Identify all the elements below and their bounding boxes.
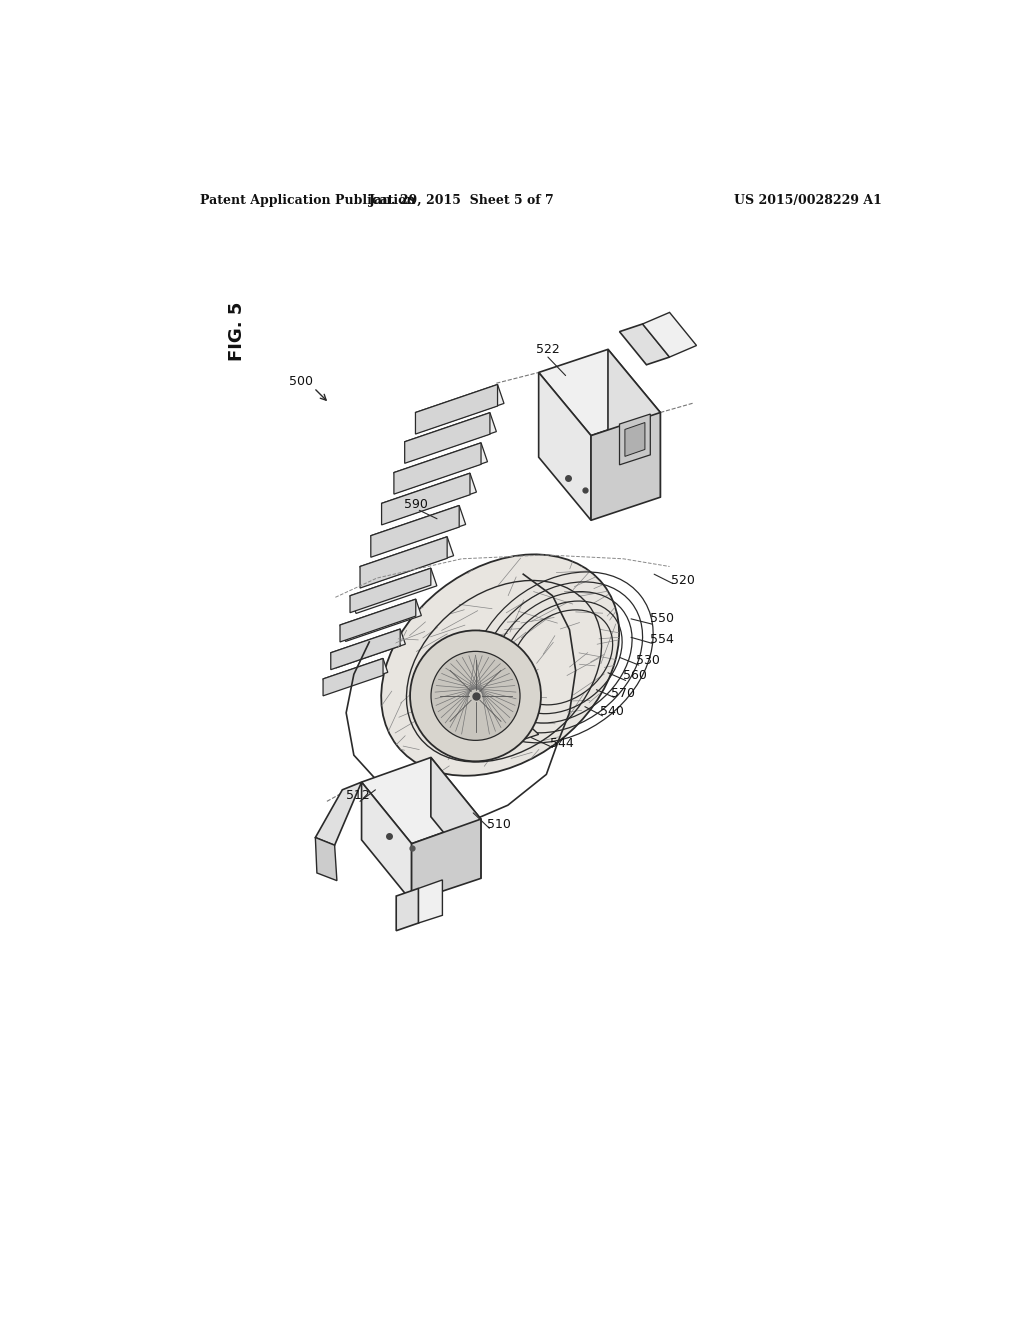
Polygon shape [620,323,670,364]
Polygon shape [360,537,454,586]
Polygon shape [416,384,498,434]
Text: Jan. 29, 2015  Sheet 5 of 7: Jan. 29, 2015 Sheet 5 of 7 [369,194,555,207]
Polygon shape [539,372,591,520]
Circle shape [431,651,520,741]
Text: 530: 530 [636,653,659,667]
Polygon shape [382,473,476,523]
Polygon shape [315,781,361,845]
Polygon shape [371,506,459,557]
Polygon shape [608,350,660,498]
Text: Patent Application Publication: Patent Application Publication [200,194,416,207]
Polygon shape [331,630,400,669]
Text: 544: 544 [550,737,573,750]
Polygon shape [416,384,504,432]
Polygon shape [323,659,383,696]
Polygon shape [361,758,481,843]
Polygon shape [591,412,660,520]
Polygon shape [350,568,437,614]
Polygon shape [404,413,489,463]
Polygon shape [371,506,466,554]
Text: 500: 500 [290,375,313,388]
Circle shape [410,631,541,762]
Polygon shape [625,422,645,457]
Polygon shape [394,442,481,494]
Polygon shape [394,442,487,491]
Polygon shape [404,413,497,461]
Polygon shape [340,599,416,642]
Polygon shape [431,758,481,878]
Text: 590: 590 [403,499,427,511]
Text: 512: 512 [346,789,370,803]
Polygon shape [350,568,431,612]
Text: 570: 570 [611,686,635,700]
Text: 510: 510 [486,818,511,832]
Ellipse shape [381,554,620,776]
Polygon shape [340,599,421,642]
Text: US 2015/0028229 A1: US 2015/0028229 A1 [734,194,882,207]
Text: 560: 560 [623,669,647,682]
Text: 554: 554 [650,634,674,647]
Polygon shape [419,880,442,923]
Polygon shape [360,537,447,589]
Text: 550: 550 [650,612,674,626]
Polygon shape [620,414,650,465]
Polygon shape [382,473,470,525]
Polygon shape [643,313,696,358]
Polygon shape [412,818,481,902]
Polygon shape [323,659,388,693]
Text: FIG. 5: FIG. 5 [227,302,246,362]
Polygon shape [412,681,539,758]
Polygon shape [396,888,419,931]
Text: 520: 520 [672,574,695,587]
Polygon shape [361,781,412,902]
Text: 540: 540 [600,705,624,718]
Polygon shape [331,630,406,668]
Text: 522: 522 [536,343,560,356]
Polygon shape [315,837,337,880]
Polygon shape [539,350,660,436]
